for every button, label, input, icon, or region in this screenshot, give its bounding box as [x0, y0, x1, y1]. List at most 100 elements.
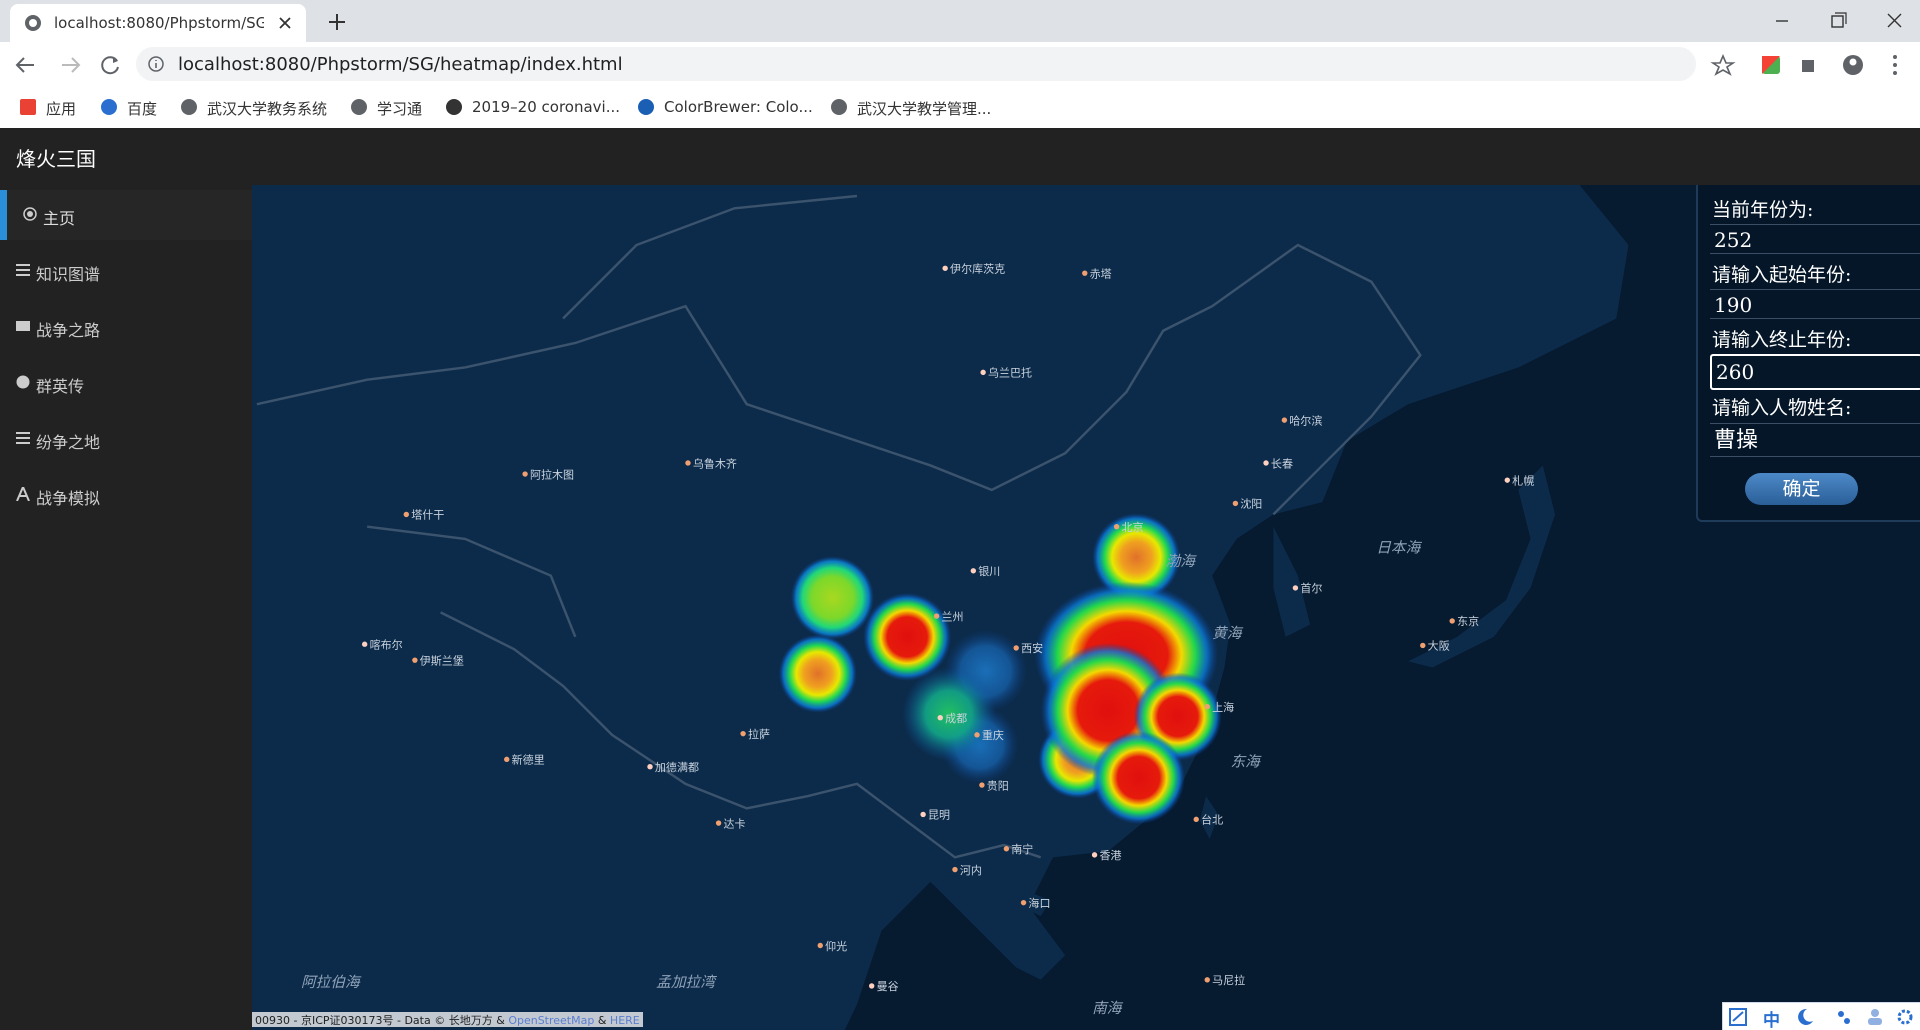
- city-dot: [979, 782, 985, 788]
- attribution-sep: &: [597, 1014, 607, 1027]
- attribution-link[interactable]: OpenStreetMap: [508, 1014, 595, 1027]
- submit-button[interactable]: 确定: [1745, 473, 1858, 505]
- city-dot: [1420, 642, 1426, 649]
- icon-part: [27, 211, 33, 217]
- nav-label: 战争之路: [36, 321, 101, 340]
- bookmark-icon: [101, 99, 117, 115]
- city-label: 达卡: [723, 817, 745, 830]
- city-dot: [817, 942, 823, 949]
- nav-item[interactable]: 主页: [0, 190, 252, 240]
- city-dot: [937, 715, 943, 721]
- nav-item[interactable]: 战争模拟: [0, 470, 252, 520]
- tab-close[interactable]: [278, 16, 292, 30]
- city-dot: [933, 613, 940, 619]
- start-year-input[interactable]: 190: [1710, 289, 1920, 319]
- nav-icon: [16, 264, 30, 276]
- city-dot: [1013, 645, 1019, 651]
- ime-mode: 中: [1763, 1011, 1780, 1030]
- city-label: 贵阳: [987, 779, 1009, 792]
- city-label: 东京: [1457, 614, 1479, 628]
- city-label: 台北: [1201, 813, 1223, 827]
- bookmark-icon: [351, 99, 367, 115]
- borders: [256, 194, 1422, 859]
- land: [1273, 526, 1311, 637]
- bookmarks-bar: 应用 百度 武汉大学教务系统 学习通 2019–20 coronavi... ColorB…: [0, 86, 1920, 129]
- city-label: 塔什干: [411, 509, 444, 522]
- bookmark[interactable]: 武汉大学教学管理...: [857, 100, 992, 118]
- end-year-input[interactable]: 260: [1710, 354, 1920, 390]
- city-dot: [1281, 417, 1288, 423]
- nav-label: 知识图谱: [36, 265, 101, 284]
- city-dot: [403, 511, 410, 518]
- city-label: 上海: [1212, 700, 1234, 714]
- nav-icon: [16, 432, 30, 444]
- city-label: 赤塔: [1090, 267, 1112, 280]
- bookmark[interactable]: 武汉大学教务系统: [207, 100, 328, 118]
- city-dot: [1263, 460, 1269, 466]
- attribution-link[interactable]: HERE: [609, 1014, 640, 1027]
- city-dot: [920, 811, 926, 818]
- city-label: 大阪: [1428, 639, 1450, 653]
- new-tab[interactable]: [328, 13, 346, 31]
- heat-spot: [1092, 731, 1186, 825]
- nav-icon: [23, 207, 37, 221]
- toolbar-icons[interactable]: [1670, 54, 1910, 76]
- nav-item[interactable]: 纷争之地: [0, 414, 252, 464]
- city-label: 河内: [960, 863, 982, 877]
- nav-icon: [16, 375, 30, 389]
- attribution: 00930 - 京ICP证030173号 - Data © 长地万方 & Ope…: [252, 1012, 643, 1027]
- bookmark[interactable]: 应用: [46, 100, 77, 118]
- tab-favicon: [25, 15, 41, 31]
- sidebar: 主页知识图谱战争之路群英传纷争之地战争模拟: [0, 185, 252, 1030]
- city-label: 伊尔库茨克: [950, 262, 1005, 276]
- bookmark-icon: [446, 99, 462, 115]
- city-label: 仰光: [825, 939, 847, 953]
- city-dot: [1020, 899, 1027, 906]
- tab-bar: localhost:8080/Phpstorm/SG/h: [0, 0, 1920, 42]
- nav-item[interactable]: 战争之路: [0, 302, 252, 352]
- nav-item[interactable]: 群英传: [0, 358, 252, 408]
- city-label: 阿拉木图: [530, 467, 574, 481]
- nav-item[interactable]: 知识图谱: [0, 246, 252, 296]
- bookmark[interactable]: 2019–20 coronavi...: [472, 98, 621, 116]
- city-dot: [685, 460, 691, 466]
- bookmark[interactable]: 学习通: [377, 100, 423, 118]
- brand[interactable]: 烽火三国: [16, 147, 96, 171]
- current-year: 252: [1710, 224, 1920, 254]
- city-dot: [1113, 523, 1120, 530]
- bookmark[interactable]: 百度: [127, 100, 158, 118]
- city-dot: [1003, 846, 1010, 852]
- nav-icon: [16, 487, 30, 501]
- city-label: 首尔: [1300, 581, 1322, 595]
- city-dot: [740, 730, 746, 737]
- heat-spot: [790, 556, 875, 640]
- city-label: 海口: [1028, 896, 1050, 910]
- city-label: 札幌: [1512, 473, 1534, 487]
- info-icon: [148, 56, 164, 72]
- ime-icon: [1729, 1008, 1747, 1026]
- tab[interactable]: localhost:8080/Phpstorm/SG/h: [10, 4, 306, 42]
- heat-spot: [1092, 513, 1181, 602]
- heat-spot: [863, 592, 952, 681]
- icon-part: [16, 432, 30, 434]
- icon-part: [16, 264, 30, 266]
- land: [1408, 465, 1556, 668]
- city-label: 曼谷: [877, 980, 899, 993]
- city-label: 乌兰巴托: [988, 366, 1032, 380]
- name-input[interactable]: 曹操: [1710, 423, 1920, 457]
- icon-part: [16, 269, 30, 271]
- omnibox[interactable]: [136, 47, 1696, 81]
- ime-toolbar[interactable]: 中: [1722, 1002, 1920, 1030]
- city-label: 喀布尔: [370, 639, 403, 652]
- bookmark-icon: [20, 99, 36, 115]
- bookmark[interactable]: ColorBrewer: Colo...: [664, 98, 813, 116]
- window-controls[interactable]: [1770, 8, 1920, 34]
- heat-spot: [778, 634, 857, 713]
- nav-label: 主页: [43, 209, 76, 228]
- query-panel: 当前年份为: 252 请输入起始年份: 190 请输入终止年份: 260 请输入…: [1696, 185, 1920, 522]
- city-dot: [1204, 977, 1210, 983]
- nav-buttons[interactable]: [14, 54, 124, 76]
- city-dot: [1091, 852, 1098, 858]
- city-dot: [942, 265, 948, 271]
